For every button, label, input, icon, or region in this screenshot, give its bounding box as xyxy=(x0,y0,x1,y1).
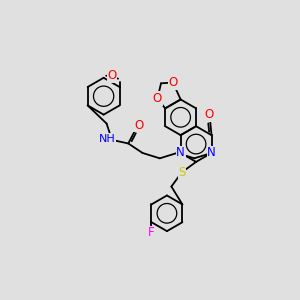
Text: N: N xyxy=(176,146,185,160)
Text: S: S xyxy=(178,166,185,179)
Text: O: O xyxy=(204,108,213,121)
Text: O: O xyxy=(153,92,162,105)
Text: O: O xyxy=(168,76,178,89)
Text: N: N xyxy=(207,146,216,160)
Text: O: O xyxy=(134,118,143,131)
Text: NH: NH xyxy=(99,134,116,144)
Text: O: O xyxy=(107,69,117,82)
Text: F: F xyxy=(148,226,155,239)
